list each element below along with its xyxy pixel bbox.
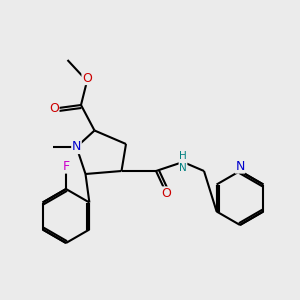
Text: F: F bbox=[62, 160, 70, 173]
Text: N: N bbox=[72, 140, 81, 154]
Text: O: O bbox=[162, 187, 171, 200]
Text: O: O bbox=[82, 71, 92, 85]
Text: N: N bbox=[235, 160, 245, 173]
Text: O: O bbox=[49, 101, 59, 115]
Text: H
N: H N bbox=[179, 151, 187, 173]
